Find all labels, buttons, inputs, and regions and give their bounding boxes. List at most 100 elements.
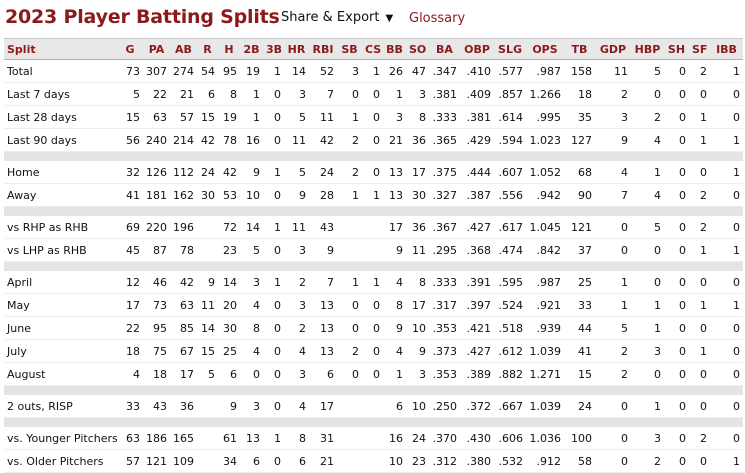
page-header: 2023 Player Batting Splits Share & Expor…	[0, 0, 745, 38]
stat-cell-ops: .942	[526, 183, 564, 207]
stat-cell-2b: 10	[240, 183, 263, 207]
share-export-menu[interactable]: Share & Export ▼	[281, 10, 393, 25]
column-header-bb[interactable]: BB	[383, 38, 406, 60]
stat-cell-hr: 3	[284, 82, 309, 106]
stat-cell-sh: 0	[664, 216, 689, 239]
column-header-cs[interactable]: CS	[362, 38, 383, 60]
stat-cell-2b: 8	[240, 316, 263, 340]
stat-cell-sf: 0	[689, 395, 710, 418]
stat-cell-sb: 0	[337, 362, 362, 386]
stat-cell-h: 30	[218, 316, 240, 340]
stat-cell-cs: 0	[362, 293, 383, 317]
stat-cell-hbp: 5	[631, 59, 664, 83]
group-separator	[4, 151, 743, 161]
stat-cell-obp: .429	[460, 128, 494, 152]
stat-cell-rbi: 13	[309, 339, 337, 363]
stat-cell-pa: 186	[143, 427, 170, 450]
column-header-ibb[interactable]: IBB	[710, 38, 743, 60]
stat-cell-ab: 67	[170, 339, 197, 363]
stat-cell-hbp: 0	[631, 238, 664, 262]
stat-cell-3b: 0	[263, 339, 284, 363]
stat-cell-slg: .594	[494, 128, 526, 152]
stat-cell-g: 22	[117, 316, 143, 340]
stat-cell-bb: 4	[383, 271, 406, 294]
stat-cell-g: 45	[117, 238, 143, 262]
stat-cell-hbp: 0	[631, 82, 664, 106]
stat-cell-tb: 68	[564, 161, 595, 184]
column-header-h[interactable]: H	[218, 38, 240, 60]
stat-cell-ops: .987	[526, 59, 564, 83]
stat-cell-h: 53	[218, 183, 240, 207]
stat-cell-gdp: 0	[595, 238, 631, 262]
column-header-g[interactable]: G	[117, 38, 143, 60]
column-header-hbp[interactable]: HBP	[631, 38, 664, 60]
glossary-link[interactable]: Glossary	[409, 11, 466, 26]
separator-cell	[4, 261, 743, 271]
column-header-hr[interactable]: HR	[284, 38, 309, 60]
stat-cell-3b: 1	[263, 271, 284, 294]
column-header-2b[interactable]: 2B	[240, 38, 263, 60]
column-header-ba[interactable]: BA	[429, 38, 460, 60]
stat-cell-r	[197, 427, 218, 450]
stat-cell-tb: 24	[564, 395, 595, 418]
stat-cell-tb: 33	[564, 293, 595, 317]
column-header-rbi[interactable]: RBI	[309, 38, 337, 60]
table-row: vs RHP as RHB 69 220 196 72 14 1 11 43 17 36.367.4…	[4, 216, 743, 239]
stat-cell-cs	[362, 238, 383, 262]
split-label: vs RHP as RHB	[4, 216, 117, 239]
column-header-ab[interactable]: AB	[170, 38, 197, 60]
stat-cell-cs: 0	[362, 128, 383, 152]
stat-cell-h: 20	[218, 293, 240, 317]
stat-cell-tb: 58	[564, 449, 595, 473]
stat-cell-ops: 1.271	[526, 362, 564, 386]
stat-cell-bb: 9	[383, 316, 406, 340]
column-header-3b[interactable]: 3B	[263, 38, 284, 60]
stat-cell-hr: 3	[284, 238, 309, 262]
page-title: 2023 Player Batting Splits	[5, 6, 280, 28]
stat-cell-hr: 5	[284, 161, 309, 184]
stat-cell-sb	[337, 427, 362, 450]
split-label: July	[4, 339, 117, 363]
stat-cell-sb	[337, 216, 362, 239]
column-header-split[interactable]: Split	[4, 38, 117, 60]
stat-cell-ab: 165	[170, 427, 197, 450]
column-header-r[interactable]: R	[197, 38, 218, 60]
stat-cell-sh: 0	[664, 339, 689, 363]
split-label: April	[4, 271, 117, 294]
column-header-ops[interactable]: OPS	[526, 38, 564, 60]
stat-cell-rbi: 7	[309, 82, 337, 106]
stat-cell-ab: 274	[170, 59, 197, 83]
stat-cell-slg: .882	[494, 362, 526, 386]
stat-cell-ba: .370	[429, 427, 460, 450]
column-header-pa[interactable]: PA	[143, 38, 170, 60]
column-header-tb[interactable]: TB	[564, 38, 595, 60]
stat-cell-hbp: 0	[631, 362, 664, 386]
column-header-obp[interactable]: OBP	[460, 38, 494, 60]
stat-cell-g: 12	[117, 271, 143, 294]
stat-cell-so: 3	[406, 362, 429, 386]
stat-cell-cs: 0	[362, 316, 383, 340]
stat-cell-cs: 1	[362, 271, 383, 294]
stat-cell-pa: 43	[143, 395, 170, 418]
stat-cell-sf: 1	[689, 238, 710, 262]
stat-cell-g: 69	[117, 216, 143, 239]
stat-cell-ops: 1.045	[526, 216, 564, 239]
stat-cell-ab: 17	[170, 362, 197, 386]
stat-cell-gdp: 11	[595, 59, 631, 83]
stat-cell-pa: 18	[143, 362, 170, 386]
column-header-sb[interactable]: SB	[337, 38, 362, 60]
stat-cell-sb: 0	[337, 293, 362, 317]
column-header-slg[interactable]: SLG	[494, 38, 526, 60]
stat-cell-hr: 9	[284, 183, 309, 207]
stat-cell-ibb: 0	[710, 183, 743, 207]
stat-cell-slg: .577	[494, 59, 526, 83]
column-header-sh[interactable]: SH	[664, 38, 689, 60]
column-header-sf[interactable]: SF	[689, 38, 710, 60]
stat-cell-so: 23	[406, 449, 429, 473]
split-label: May	[4, 293, 117, 317]
stat-cell-ibb: 0	[710, 427, 743, 450]
stat-cell-2b: 14	[240, 216, 263, 239]
column-header-so[interactable]: SO	[406, 38, 429, 60]
stat-cell-3b: 1	[263, 216, 284, 239]
column-header-gdp[interactable]: GDP	[595, 38, 631, 60]
